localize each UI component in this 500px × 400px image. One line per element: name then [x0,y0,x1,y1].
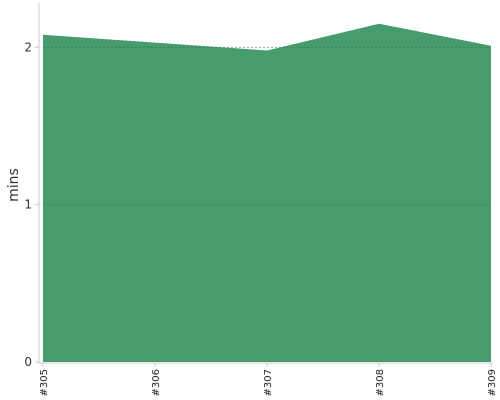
x-tick-label: #305 [39,369,50,396]
y-axis-title: mins [6,168,22,202]
y-tick-label: 0 [24,355,32,369]
x-ticks-layer: #305 #306 #307 #308 #309 [39,363,498,396]
x-tick-label: #308 [375,369,386,396]
axes-layer [38,3,493,364]
y-tick-label: 1 [24,198,32,212]
area-series-0 [43,23,491,362]
y-tick-label: 2 [24,40,32,54]
y-ticks-layer: 0 1 2 [24,40,39,369]
grid-layer [43,46,491,206]
area-layer [42,23,492,362]
x-tick-label: #309 [487,369,498,396]
x-tick-label: #306 [151,369,162,396]
x-tick-label: #307 [263,369,274,396]
